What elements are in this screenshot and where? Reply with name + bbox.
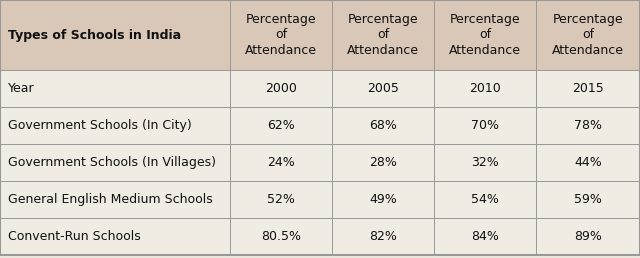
Text: Government Schools (In City): Government Schools (In City): [8, 119, 192, 132]
Bar: [230, 70, 332, 107]
Bar: [332, 70, 434, 107]
Text: 82%: 82%: [369, 230, 397, 243]
Bar: [434, 144, 536, 181]
Bar: [434, 218, 536, 255]
Text: 44%: 44%: [574, 156, 602, 169]
Bar: [536, 0, 640, 70]
Text: 59%: 59%: [574, 193, 602, 206]
Bar: [230, 181, 332, 218]
Bar: [332, 144, 434, 181]
Bar: [332, 218, 434, 255]
Bar: [230, 144, 332, 181]
Bar: [434, 0, 536, 70]
Text: 32%: 32%: [471, 156, 499, 169]
Text: Percentage
of
Attendance: Percentage of Attendance: [347, 13, 419, 57]
Bar: [434, 70, 536, 107]
Bar: [0, 144, 230, 181]
Text: 68%: 68%: [369, 119, 397, 132]
Text: 49%: 49%: [369, 193, 397, 206]
Text: 54%: 54%: [471, 193, 499, 206]
Text: 89%: 89%: [574, 230, 602, 243]
Text: Percentage
of
Attendance: Percentage of Attendance: [552, 13, 624, 57]
Text: Percentage
of
Attendance: Percentage of Attendance: [449, 13, 521, 57]
Text: 2005: 2005: [367, 82, 399, 95]
Text: 2010: 2010: [469, 82, 501, 95]
Bar: [536, 218, 640, 255]
Bar: [0, 0, 230, 70]
Bar: [230, 218, 332, 255]
Bar: [230, 0, 332, 70]
Text: 24%: 24%: [267, 156, 295, 169]
Text: 2015: 2015: [572, 82, 604, 95]
Bar: [230, 107, 332, 144]
Bar: [0, 70, 230, 107]
Text: 78%: 78%: [574, 119, 602, 132]
Bar: [434, 181, 536, 218]
Text: 52%: 52%: [267, 193, 295, 206]
Bar: [0, 181, 230, 218]
Text: 2000: 2000: [265, 82, 297, 95]
Text: General English Medium Schools: General English Medium Schools: [8, 193, 212, 206]
Text: 80.5%: 80.5%: [261, 230, 301, 243]
Text: 62%: 62%: [267, 119, 295, 132]
Text: 28%: 28%: [369, 156, 397, 169]
Text: Types of Schools in India: Types of Schools in India: [8, 28, 181, 42]
Bar: [332, 107, 434, 144]
Text: Government Schools (In Villages): Government Schools (In Villages): [8, 156, 216, 169]
Bar: [332, 181, 434, 218]
Text: 84%: 84%: [471, 230, 499, 243]
Bar: [536, 181, 640, 218]
Text: 70%: 70%: [471, 119, 499, 132]
Bar: [536, 107, 640, 144]
Bar: [536, 70, 640, 107]
Bar: [536, 144, 640, 181]
Bar: [434, 107, 536, 144]
Text: Year: Year: [8, 82, 35, 95]
Text: Percentage
of
Attendance: Percentage of Attendance: [245, 13, 317, 57]
Bar: [0, 107, 230, 144]
Text: Convent-Run Schools: Convent-Run Schools: [8, 230, 141, 243]
Bar: [332, 0, 434, 70]
Bar: [0, 218, 230, 255]
